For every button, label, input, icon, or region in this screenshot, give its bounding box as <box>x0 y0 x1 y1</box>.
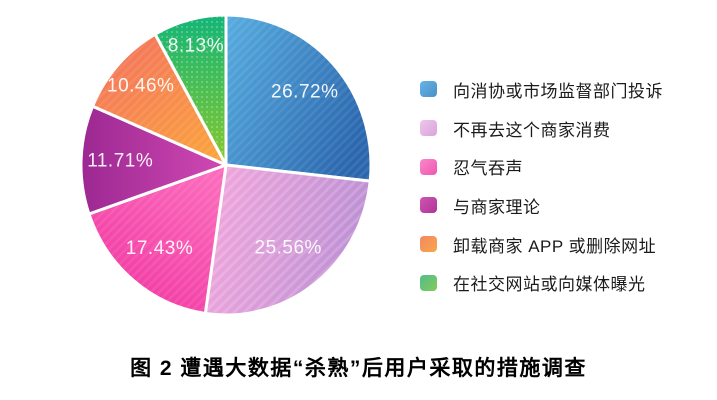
pie-slice-value-3: 11.71% <box>87 151 153 172</box>
legend-item-0: 向消协或市场监督部门投诉 <box>420 70 663 109</box>
legend-item-4: 卸载商家 APP 或删除网址 <box>420 225 663 264</box>
pie-slice-border-1 <box>203 163 372 317</box>
pie-slice-border-0 <box>224 13 373 183</box>
legend-swatch-3 <box>420 197 437 214</box>
legend-label-0: 向消协或市场监督部门投诉 <box>453 81 663 101</box>
pie-slice-value-0: 26.72% <box>271 81 338 102</box>
pie-slice-value-2: 17.43% <box>126 238 193 259</box>
legend-swatch-0 <box>420 81 437 98</box>
legend-label-1: 不再去这个商家消费 <box>453 120 611 140</box>
pie-slice-texture-5 <box>155 15 226 165</box>
pie-slice-value-5: 8.13% <box>168 35 224 56</box>
pie-slice-border-3 <box>79 104 228 216</box>
legend-label-3: 与商家理论 <box>453 197 541 217</box>
pie-slice-texture-0 <box>226 15 371 182</box>
legend-swatch-4 <box>420 236 437 253</box>
pie-slice-texture-4 <box>92 34 226 166</box>
pie-slice-labels: 26.72% 25.56% 17.43% 11.71% 10.46% 8.13% <box>87 35 338 258</box>
legend-label-5: 在社交网站或向媒体曝光 <box>453 275 646 295</box>
figure-caption: 图 2 遭遇大数据“杀熟”后用户采取的措施调查 <box>130 357 587 380</box>
pie-slice-border-5 <box>153 13 228 167</box>
legend-item-3: 与商家理论 <box>420 186 663 225</box>
pie-slice-texture-1 <box>205 165 371 315</box>
legend-item-2: 忍气吞声 <box>420 147 663 186</box>
pie-slice-3 <box>81 106 226 215</box>
legend-label-4: 卸载商家 APP 或删除网址 <box>453 236 657 256</box>
legend: 向消协或市场监督部门投诉 不再去这个商家消费 忍气吞声与商家理论卸载商家 APP 或… <box>420 70 663 302</box>
legend-swatch-1 <box>420 120 437 137</box>
legend-item-1: 不再去这个商家消费 <box>420 109 663 148</box>
legend-swatch-5 <box>420 274 437 291</box>
pie-slice-border-2 <box>87 163 228 315</box>
pie-slice-value-4: 10.46% <box>107 75 174 96</box>
pie-slices <box>79 13 373 317</box>
legend-swatch-2 <box>420 158 437 175</box>
legend-item-5: 在社交网站或向媒体曝光 <box>420 263 663 302</box>
legend-label-2: 忍气吞声 <box>453 159 523 179</box>
pie-slice-value-1: 25.56% <box>255 237 322 258</box>
pie-slice-border-4 <box>91 32 228 167</box>
